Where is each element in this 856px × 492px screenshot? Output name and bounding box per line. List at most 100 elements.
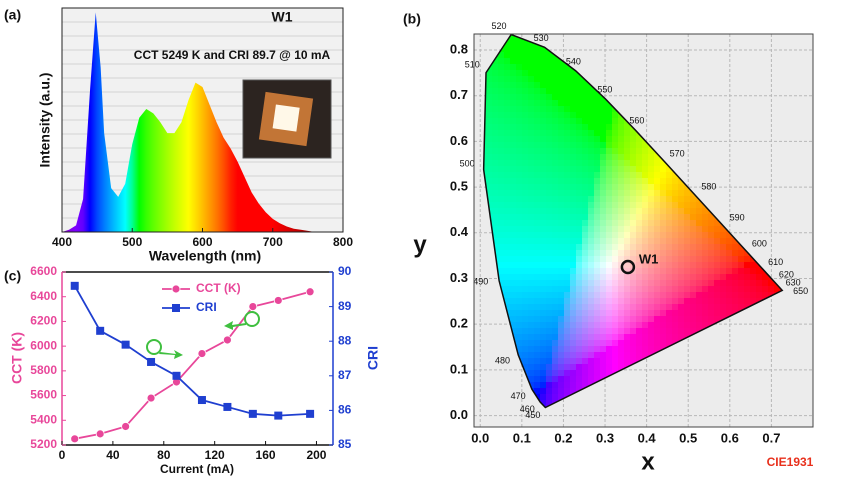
gamut-cell <box>552 220 559 227</box>
gamut-cell <box>636 268 643 275</box>
gamut-cell <box>678 334 685 341</box>
gamut-cell <box>624 142 631 149</box>
gamut-cell <box>702 214 709 221</box>
wavelength-label: 480 <box>495 355 510 365</box>
gamut-cell <box>516 328 523 335</box>
gamut-cell <box>678 178 685 185</box>
gamut-cell <box>684 310 691 317</box>
gamut-cell <box>516 70 523 77</box>
gamut-cell <box>504 256 511 263</box>
gamut-cell <box>588 328 595 335</box>
gamut-cell <box>618 340 625 347</box>
gamut-cell <box>666 196 673 203</box>
gamut-cell <box>582 88 589 95</box>
gamut-cell <box>570 322 577 329</box>
gamut-cell <box>636 328 643 335</box>
gamut-cell <box>618 208 625 215</box>
gamut-cell <box>648 202 655 209</box>
gamut-cell <box>528 334 535 341</box>
gamut-cell <box>588 358 595 365</box>
gamut-cell <box>570 106 577 113</box>
gamut-cell <box>552 304 559 311</box>
gamut-cell <box>726 256 733 263</box>
gamut-cell <box>618 292 625 299</box>
gamut-cell <box>666 292 673 299</box>
gamut-cell <box>678 286 685 293</box>
gamut-cell <box>528 304 535 311</box>
gamut-cell <box>570 232 577 239</box>
gamut-cell <box>624 256 631 263</box>
gamut-cell <box>570 370 577 377</box>
gamut-cell <box>576 364 583 371</box>
gamut-cell <box>642 250 649 257</box>
gamut-cell <box>630 352 637 359</box>
gamut-cell <box>624 148 631 155</box>
gamut-cell <box>696 226 703 233</box>
y-tick-label: 6000 <box>30 338 57 352</box>
gamut-cell <box>648 196 655 203</box>
gamut-cell <box>642 334 649 341</box>
gamut-cell <box>582 142 589 149</box>
gamut-cell <box>498 130 505 137</box>
gamut-cell <box>510 106 517 113</box>
gamut-cell <box>636 172 643 179</box>
gamut-cell <box>678 274 685 281</box>
spectrum-area <box>62 12 343 233</box>
gamut-cell <box>570 118 577 125</box>
gamut-cell <box>546 382 553 389</box>
gamut-cell <box>666 208 673 215</box>
gamut-cell <box>732 304 739 311</box>
gamut-cell <box>564 178 571 185</box>
gamut-cell <box>582 94 589 101</box>
gamut-cell <box>606 244 613 251</box>
gamut-cell <box>582 364 589 371</box>
gamut-cell <box>516 94 523 101</box>
gamut-cell <box>570 274 577 281</box>
gamut-cell <box>594 100 601 107</box>
gamut-cell <box>660 238 667 245</box>
gamut-cell <box>594 250 601 257</box>
gamut-cell <box>642 238 649 245</box>
gamut-cell <box>624 268 631 275</box>
gamut-cell <box>762 274 769 281</box>
gamut-cell <box>600 286 607 293</box>
gamut-cell <box>636 274 643 281</box>
gamut-cell <box>558 388 565 395</box>
gamut-cell <box>612 112 619 119</box>
gamut-cell <box>576 286 583 293</box>
gamut-cell <box>546 286 553 293</box>
gamut-cell <box>732 298 739 305</box>
gamut-cell <box>498 238 505 245</box>
gamut-cell <box>570 226 577 233</box>
gamut-cell <box>558 226 565 233</box>
gamut-cell <box>492 118 499 125</box>
gamut-cell <box>582 160 589 167</box>
gamut-cell <box>684 208 691 215</box>
gamut-cell <box>654 340 661 347</box>
gamut-cell <box>678 322 685 329</box>
gamut-cell <box>528 58 535 65</box>
y-tick-label: 0.0 <box>450 407 468 422</box>
gamut-cell <box>594 280 601 287</box>
gamut-cell <box>576 166 583 173</box>
gamut-cell <box>588 274 595 281</box>
annotation-circle <box>244 311 260 327</box>
gamut-cell <box>618 322 625 329</box>
gamut-cell <box>504 244 511 251</box>
wavelength-label: 450 <box>525 410 540 420</box>
gamut-cell <box>612 298 619 305</box>
gamut-cell <box>534 376 541 383</box>
y-tick-label: 5600 <box>30 388 57 402</box>
gamut-cell <box>594 370 601 377</box>
gamut-cell <box>528 100 535 107</box>
gamut-cell <box>582 262 589 269</box>
gamut-cell <box>642 328 649 335</box>
gamut-cell <box>516 352 523 359</box>
gamut-cell <box>636 196 643 203</box>
gamut-cell <box>552 262 559 269</box>
gamut-cell <box>552 88 559 95</box>
gamut-cell <box>516 58 523 65</box>
gamut-cell <box>606 292 613 299</box>
gamut-cell <box>606 136 613 143</box>
gamut-cell <box>552 112 559 119</box>
